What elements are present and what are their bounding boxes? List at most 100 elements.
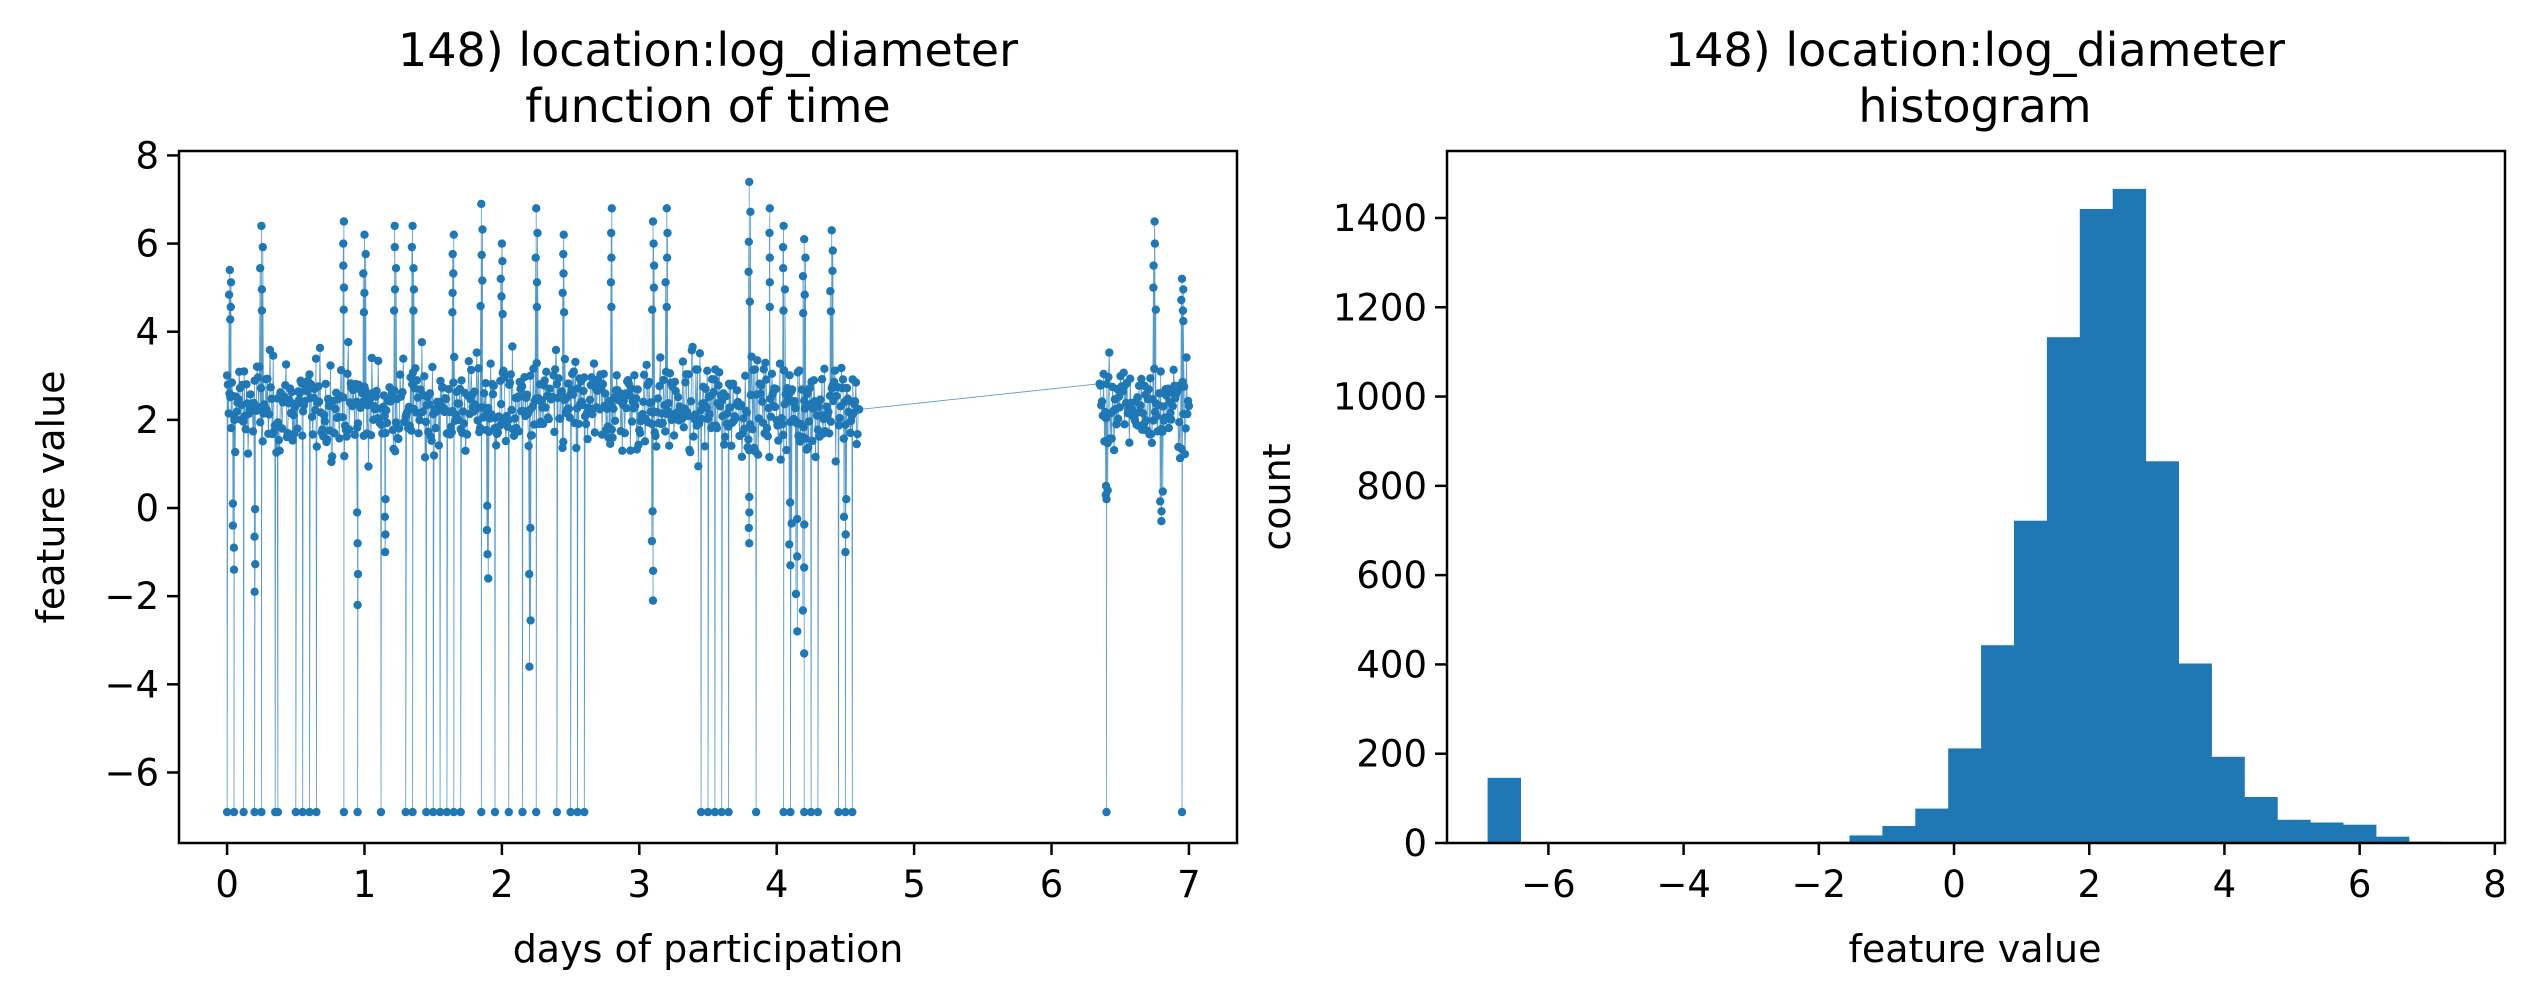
data-point — [366, 431, 376, 440]
data-point — [298, 431, 307, 440]
histogram-bar — [1849, 835, 1883, 843]
data-point — [791, 589, 801, 599]
data-point — [285, 395, 294, 405]
data-point — [745, 539, 754, 548]
data-point — [841, 530, 850, 539]
floor-point — [376, 807, 386, 817]
data-point — [353, 600, 362, 610]
data-point — [736, 400, 746, 410]
data-point — [350, 430, 359, 439]
data-point — [574, 419, 583, 429]
data-point — [648, 420, 657, 429]
data-point — [841, 547, 850, 557]
data-point — [727, 441, 736, 450]
data-point — [720, 432, 730, 442]
data-point — [633, 385, 642, 394]
data-point — [364, 462, 373, 471]
data-point — [842, 495, 851, 504]
time-series-marks — [222, 177, 1194, 817]
data-point — [801, 253, 810, 262]
data-point — [257, 306, 267, 315]
data-point — [497, 239, 507, 248]
data-point — [222, 371, 232, 380]
data-point — [765, 228, 774, 238]
data-point — [745, 508, 754, 517]
data-point — [622, 403, 631, 413]
data-point — [1180, 449, 1190, 459]
data-point — [525, 569, 534, 579]
data-point — [839, 512, 849, 521]
data-point — [526, 523, 535, 533]
data-point — [694, 462, 703, 471]
data-point — [257, 221, 266, 231]
data-point — [1178, 306, 1188, 315]
y-tick-label: −4 — [104, 663, 159, 706]
data-point — [571, 357, 580, 367]
data-point — [800, 290, 809, 299]
data-point — [434, 441, 444, 450]
floor-point — [312, 807, 321, 817]
data-point — [1102, 495, 1111, 504]
data-point — [800, 235, 809, 244]
data-point — [1138, 409, 1148, 418]
floor-point — [273, 807, 283, 817]
data-point — [700, 442, 709, 451]
data-point — [1179, 285, 1188, 294]
data-point — [827, 226, 836, 235]
data-point — [664, 399, 673, 408]
data-point — [394, 434, 403, 444]
data-point — [795, 366, 804, 375]
floor-point — [305, 807, 314, 817]
data-point — [308, 430, 317, 439]
floor-point — [401, 807, 410, 817]
data-point — [744, 237, 753, 246]
x-tick-label: 2 — [490, 863, 514, 906]
floor-point — [250, 807, 259, 817]
data-point — [838, 375, 848, 384]
data-point — [250, 504, 260, 514]
data-point — [634, 440, 643, 449]
data-point — [665, 441, 674, 450]
data-point — [559, 249, 568, 259]
data-point — [482, 525, 492, 535]
data-point — [323, 435, 332, 444]
data-point — [510, 414, 519, 423]
data-point — [1151, 305, 1161, 314]
data-point — [1147, 438, 1157, 448]
data-point — [762, 424, 772, 433]
x-tick-label: −6 — [1521, 863, 1576, 906]
data-point — [564, 379, 573, 388]
data-point — [608, 433, 617, 442]
data-point — [501, 436, 511, 446]
data-point — [229, 565, 239, 574]
data-point — [542, 367, 551, 376]
data-point — [779, 430, 788, 440]
data-point — [756, 389, 765, 398]
data-point — [1166, 408, 1175, 418]
data-point — [224, 290, 234, 299]
right-axes-frame — [1445, 149, 2507, 845]
data-point — [498, 309, 507, 319]
data-point — [1105, 348, 1114, 357]
floor-point — [442, 807, 452, 817]
data-point — [1144, 385, 1153, 394]
data-point — [555, 414, 565, 423]
histogram-bar — [2079, 209, 2114, 843]
data-point — [505, 378, 515, 387]
data-point — [589, 359, 599, 368]
floor-point — [552, 807, 562, 817]
data-point — [372, 386, 381, 396]
data-point — [771, 384, 781, 394]
data-point — [541, 403, 550, 412]
data-point — [745, 177, 754, 187]
data-point — [599, 369, 608, 379]
data-point — [1146, 374, 1155, 383]
data-point — [389, 306, 399, 315]
data-point — [798, 272, 808, 281]
data-point — [399, 354, 408, 363]
data-point — [779, 366, 789, 375]
data-point — [230, 415, 239, 425]
data-point — [757, 381, 766, 390]
data-point — [590, 428, 599, 437]
data-point — [681, 378, 690, 387]
